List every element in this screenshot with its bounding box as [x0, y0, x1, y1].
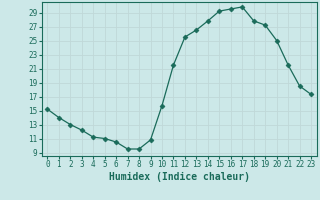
X-axis label: Humidex (Indice chaleur): Humidex (Indice chaleur): [109, 172, 250, 182]
